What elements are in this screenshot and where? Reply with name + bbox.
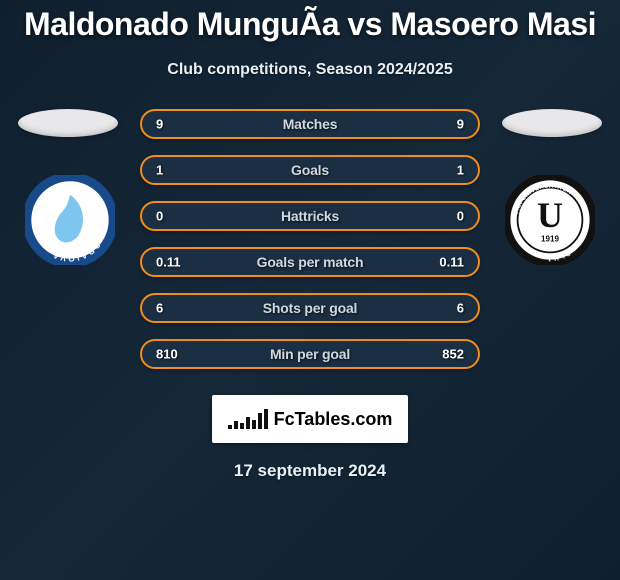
stat-label: Goals per match <box>257 254 364 270</box>
bar-chart-icon <box>228 409 268 429</box>
flag-left <box>18 109 118 137</box>
stat-value-left: 1 <box>156 163 163 178</box>
flag-right <box>502 109 602 137</box>
stat-label: Shots per goal <box>263 300 357 316</box>
date-label: 17 september 2024 <box>0 461 620 481</box>
stat-value-right: 9 <box>457 117 464 132</box>
svg-text:U: U <box>537 195 563 235</box>
stat-row: 6 Shots per goal 6 <box>140 293 480 323</box>
stats-panel: 9 Matches 9 1 Goals 1 0 Hattricks 0 0.11 Goals per… <box>140 109 480 385</box>
stat-row: 1 Goals 1 <box>140 155 480 185</box>
stat-value-left: 9 <box>156 117 163 132</box>
stat-row: 810 Min per goal 852 <box>140 339 480 369</box>
stat-label: Matches <box>283 116 338 132</box>
club-badge-left-wrap: CLUBUL SPORTIV CRAIOVA <box>20 175 120 265</box>
subtitle: Club competitions, Season 2024/2025 <box>0 61 620 79</box>
u-cluj-badge: U 1919 F.C. UNIVERSITATEA CLUJ <box>505 175 595 265</box>
stat-value-right: 852 <box>442 347 464 362</box>
attribution-badge: FcTables.com <box>212 395 408 443</box>
svg-text:1919: 1919 <box>541 235 559 244</box>
stat-value-left: 0 <box>156 209 163 224</box>
stat-value-right: 0.11 <box>439 255 464 270</box>
craiova-badge: CLUBUL SPORTIV CRAIOVA <box>25 175 115 265</box>
stat-value-right: 6 <box>457 301 464 316</box>
stat-value-left: 0.11 <box>156 255 181 270</box>
stat-label: Goals <box>291 162 329 178</box>
page-title: Maldonado MunguÃ­a vs Masoero Masi <box>0 6 620 43</box>
stat-row: 9 Matches 9 <box>140 109 480 139</box>
club-badge-right-wrap: U 1919 F.C. UNIVERSITATEA CLUJ <box>500 175 600 265</box>
stat-value-right: 0 <box>457 209 464 224</box>
stat-value-left: 810 <box>156 347 178 362</box>
stat-row: 0.11 Goals per match 0.11 <box>140 247 480 277</box>
stat-value-right: 1 <box>457 163 464 178</box>
stat-label: Min per goal <box>270 346 350 362</box>
stat-value-left: 6 <box>156 301 163 316</box>
stat-label: Hattricks <box>281 208 339 224</box>
attribution-text: FcTables.com <box>274 409 393 430</box>
stat-row: 0 Hattricks 0 <box>140 201 480 231</box>
